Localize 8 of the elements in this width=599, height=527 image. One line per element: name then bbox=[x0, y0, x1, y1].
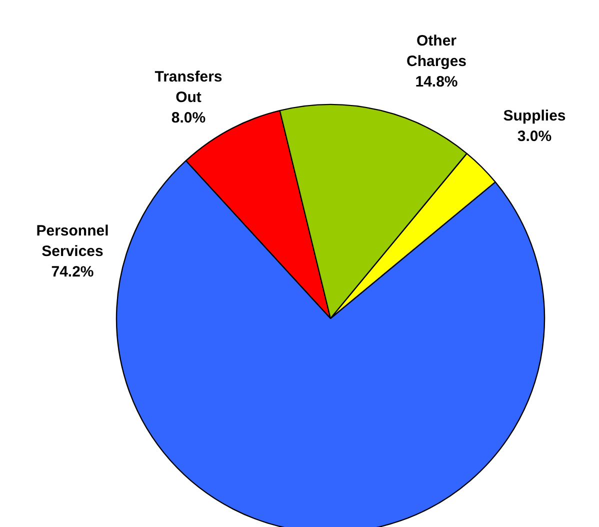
data-label: 74.2% bbox=[51, 263, 94, 280]
slice-label: Supplies bbox=[503, 108, 566, 124]
slice-label: Transfers Out bbox=[154, 68, 222, 106]
slice-label: Other Charges bbox=[406, 32, 467, 70]
data-label: 3.0% bbox=[517, 128, 552, 145]
slice-label: Personnel Services bbox=[36, 222, 109, 260]
data-label: 14.8% bbox=[415, 73, 458, 90]
data-label: 8.0% bbox=[171, 109, 206, 126]
